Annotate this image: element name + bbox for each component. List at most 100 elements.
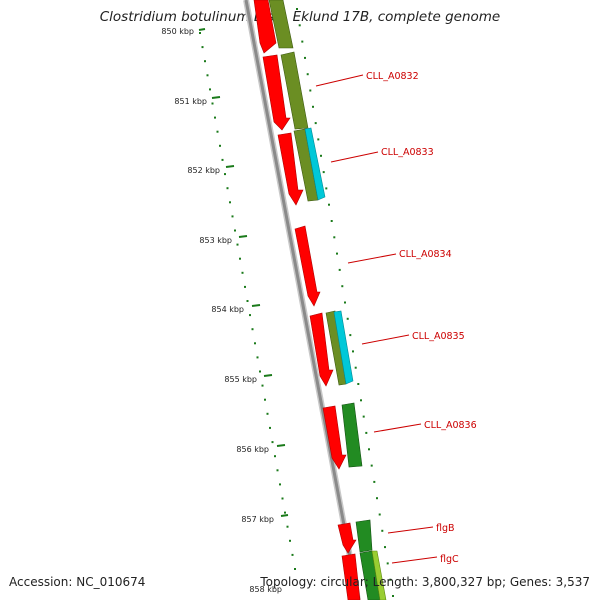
gene-arrow[interactable] — [341, 553, 361, 600]
track-dot — [309, 89, 312, 92]
track-dot — [244, 285, 246, 288]
track-dot — [368, 448, 370, 451]
track-dot — [365, 431, 368, 434]
track-dot — [346, 317, 349, 320]
gene-arrow[interactable] — [277, 132, 304, 206]
ruler-tick-label: 857 kbp — [241, 515, 274, 524]
gene-labels: CLL_A0832 CLL_A0833 CLL_A0834 CLL_A0835 … — [315, 71, 477, 565]
track-dot — [214, 116, 216, 119]
ruler-tick-label: 850 kbp — [161, 27, 194, 36]
gene-arrow[interactable] — [262, 54, 291, 131]
gene-arrow[interactable] — [322, 405, 347, 470]
track-dot — [256, 356, 259, 359]
track-dot — [328, 203, 330, 206]
track-dot — [241, 271, 244, 274]
track-dot — [219, 144, 221, 147]
gene-arrow[interactable] — [253, 0, 277, 54]
track-dot — [231, 215, 234, 218]
ruler-tick-label: 852 kbp — [187, 166, 220, 175]
track-dot — [360, 399, 362, 402]
track-dot — [281, 497, 284, 500]
track-dot — [266, 412, 269, 415]
svg-text:flgB: flgB — [436, 523, 455, 534]
track-dot — [314, 122, 317, 125]
accession-text: Accession: NC_010674 — [9, 575, 146, 589]
track-dot — [322, 171, 325, 174]
track-dot — [226, 187, 229, 190]
gene-arrow[interactable] — [337, 522, 357, 554]
gene-label-flgc[interactable]: flgC — [391, 554, 459, 565]
track-dot — [373, 480, 376, 483]
track-dot — [352, 350, 354, 353]
track-dot — [239, 257, 241, 260]
track-dot — [249, 314, 251, 317]
track-dot — [254, 342, 256, 345]
gene-label-flgb[interactable]: flgB — [387, 523, 455, 534]
gene-block[interactable] — [268, 0, 294, 49]
gene-block[interactable] — [304, 127, 326, 201]
track-dot — [261, 384, 264, 387]
track-dot — [301, 40, 304, 43]
track-dot — [306, 73, 309, 76]
track-dot — [279, 483, 281, 486]
map-title: Clostridium botulinum B str. Eklund 17B,… — [99, 9, 501, 25]
svg-text:CLL_A0835: CLL_A0835 — [412, 331, 465, 342]
ruler-tick-label: 855 kbp — [224, 375, 257, 384]
gene-block[interactable] — [280, 51, 309, 130]
gene-label-cll-a0834[interactable]: CLL_A0834 — [347, 249, 452, 264]
track-dot — [330, 220, 333, 222]
track-dot — [333, 236, 336, 239]
track-dot — [264, 398, 266, 401]
gene-label-cll-a0835[interactable]: CLL_A0835 — [361, 331, 465, 345]
svg-text:CLL_A0832: CLL_A0832 — [366, 71, 419, 82]
ruler-tick: 850 kbp — [161, 27, 206, 36]
svg-text:flgC: flgC — [440, 554, 459, 565]
track-dot — [357, 383, 360, 385]
gene-block[interactable] — [355, 519, 373, 553]
track-dot — [338, 268, 341, 271]
track-dot — [344, 301, 346, 304]
ruler-tick: 853 kbp — [199, 235, 248, 245]
gene-label-cll-a0833[interactable]: CLL_A0833 — [330, 147, 434, 163]
genome-backbone — [243, 0, 361, 600]
gene-label-cll-a0832[interactable]: CLL_A0832 — [315, 71, 419, 87]
ruler-tick: 855 kbp — [224, 374, 273, 384]
track-dot — [320, 154, 322, 157]
ruler-tick-label: 851 kbp — [174, 97, 207, 106]
track-dot — [289, 539, 291, 542]
ruler-tick: 854 kbp — [211, 304, 261, 314]
gene-arrow[interactable] — [309, 312, 334, 387]
gene-block[interactable] — [371, 550, 387, 600]
gene-label-cll-a0836[interactable]: CLL_A0836 — [373, 420, 477, 433]
track-dot — [304, 56, 306, 59]
track-dot — [204, 60, 206, 63]
svg-text:CLL_A0833: CLL_A0833 — [381, 147, 434, 158]
track-dot — [336, 252, 338, 255]
track-dot — [362, 415, 365, 418]
track-dot — [349, 334, 352, 337]
ruler-tick-label: 853 kbp — [199, 236, 232, 245]
track-dot — [381, 529, 384, 532]
track-dot — [276, 469, 279, 472]
track-dot — [370, 464, 373, 467]
ruler-tick: 852 kbp — [187, 165, 235, 175]
track-dot — [294, 568, 296, 570]
track-dot — [317, 138, 320, 141]
track-dot — [376, 497, 378, 500]
track-dot — [274, 455, 276, 458]
track-dot — [259, 370, 261, 373]
genome-summary: Topology: circular; Length: 3,800,327 bp… — [260, 575, 590, 589]
track-dot — [211, 102, 214, 105]
ruler: 850 kbp 851 kbp 852 kbp 853 kbp 854 kbp … — [161, 27, 289, 594]
gene-block[interactable] — [359, 550, 381, 600]
track-dot — [284, 511, 286, 514]
gene-block[interactable] — [341, 402, 363, 468]
track-dot — [378, 513, 381, 516]
track-dot — [312, 105, 314, 108]
gene-arrow[interactable] — [294, 225, 321, 307]
track-dot — [354, 366, 357, 369]
ruler-tick: 851 kbp — [174, 96, 221, 106]
track-dot — [298, 24, 301, 27]
gene-block[interactable] — [333, 310, 354, 385]
